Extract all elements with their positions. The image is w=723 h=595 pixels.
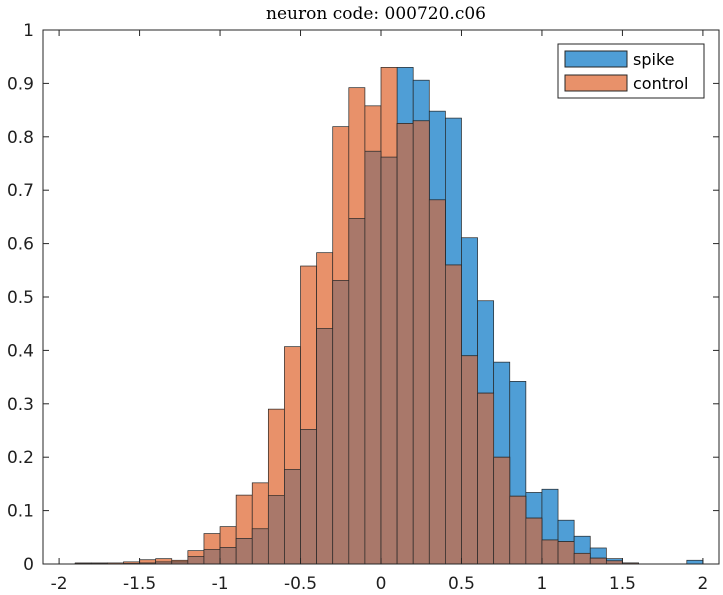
x-tick-labels: -2 -1.5 -1 -0.5 0 0.5 1 1.5 2: [51, 574, 709, 594]
x-tick-label: 1.5: [609, 574, 636, 594]
axis-ticks: [43, 29, 719, 565]
axes-box: [42, 29, 720, 565]
bar-overlap: [573, 552, 591, 565]
y-tick-label: 0.7: [7, 181, 34, 201]
legend: spike control: [557, 43, 705, 99]
bar-overlap: [364, 150, 382, 565]
y-tick-label: 0.5: [7, 288, 34, 308]
bar-overlap: [348, 218, 366, 565]
bar-overlap: [589, 557, 607, 565]
y-tick-label: 0.4: [7, 341, 34, 361]
bar-overlap: [267, 495, 285, 565]
bar-spike: [686, 559, 704, 565]
legend-label-control: control: [633, 74, 688, 93]
bar-overlap: [493, 456, 511, 565]
bar-overlap: [203, 549, 221, 565]
legend-swatch-control: [564, 74, 628, 92]
bar-overlap: [477, 392, 495, 565]
bar-overlap: [332, 280, 350, 565]
y-tick-label: 0: [23, 555, 34, 575]
y-tick-label: 1: [23, 21, 34, 41]
y-tick-label: 0.6: [7, 235, 34, 255]
x-tick-label: 0.5: [448, 574, 475, 594]
bar-overlap: [461, 355, 478, 565]
chart-title: neuron code: 000720.c06: [266, 4, 486, 24]
bar-overlap: [219, 547, 237, 565]
x-tick-label: -0.5: [284, 574, 317, 594]
x-tick-label: -1.5: [123, 574, 156, 594]
y-tick-label: 0.3: [7, 395, 34, 415]
y-tick-label: 0.9: [7, 74, 34, 94]
x-tick-label: 2: [697, 574, 708, 594]
bar-overlap: [509, 495, 527, 565]
bar-overlap: [557, 541, 575, 565]
legend-swatch-spike: [564, 50, 628, 68]
x-tick-label: -2: [51, 574, 68, 594]
bar-overlap: [412, 120, 430, 565]
bar-overlap: [235, 538, 253, 565]
y-tick-label: 0.2: [7, 448, 34, 468]
bar-overlap: [525, 517, 543, 565]
bar-overlap: [445, 264, 462, 565]
legend-label-spike: spike: [633, 50, 674, 69]
bar-overlap: [187, 556, 205, 565]
bar-overlap: [541, 539, 559, 565]
y-tick-label: 0.8: [7, 128, 34, 148]
bar-overlap: [251, 528, 269, 565]
bar-overlap: [380, 156, 398, 565]
overlap-bars: [74, 120, 639, 565]
bar-overlap: [300, 429, 317, 565]
x-tick-label: 0: [376, 574, 387, 594]
bar-overlap: [428, 199, 446, 565]
y-tick-labels: 0 0.1 0.2 0.3 0.4 0.5 0.6 0.7 0.8 0.9 1: [7, 21, 34, 575]
y-tick-label: 0.1: [7, 502, 34, 522]
x-tick-label: -1: [212, 574, 229, 594]
bar-overlap: [284, 469, 301, 565]
x-tick-label: 1: [537, 574, 548, 594]
bar-overlap: [316, 328, 334, 565]
bar-overlap: [396, 123, 414, 565]
